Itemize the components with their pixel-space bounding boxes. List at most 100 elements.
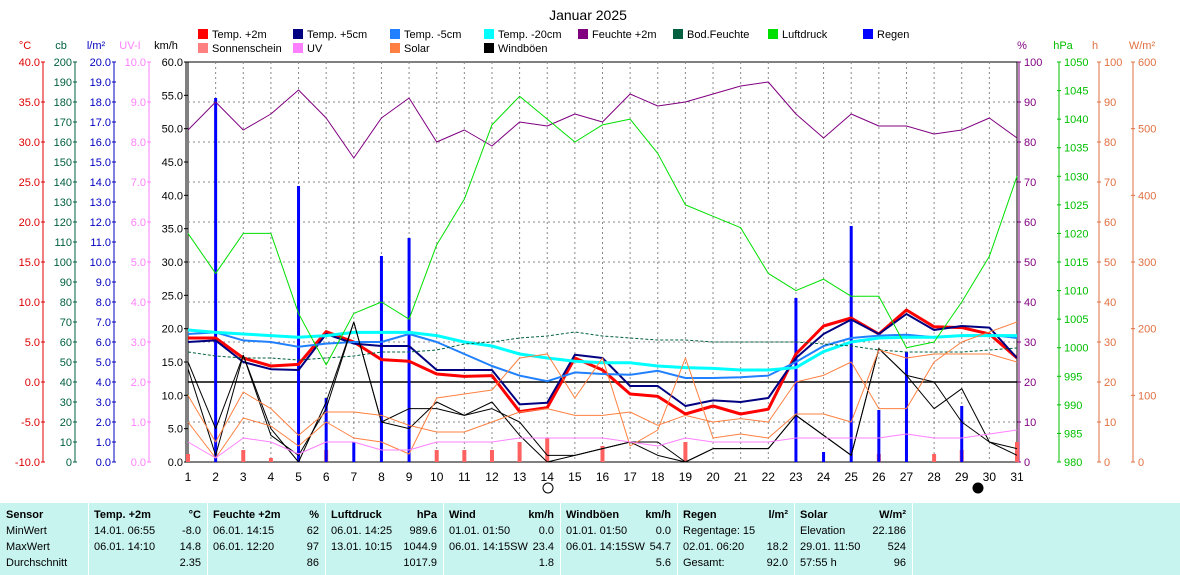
stats-hum-avg: 86 [306, 557, 319, 569]
x-tick-label: 12 [485, 470, 499, 484]
y-tick-label-press: 1035 [1064, 143, 1088, 155]
stats-press-avg: 1017.9 [403, 557, 437, 569]
y-tick-label-rain: 16.0 [90, 137, 111, 149]
y-tick-label-rain: 13.0 [90, 197, 111, 209]
stats-press-min: 989.6 [409, 525, 437, 537]
stats-sunshine-hours: 57:55 h [800, 557, 837, 569]
sunshine-bar [241, 450, 246, 462]
y-tick-label-sun: 50 [1104, 257, 1116, 269]
y-tick-label-wind: 0.0 [168, 457, 183, 469]
stats-header-gust: Windböen [566, 509, 620, 521]
y-tick-label-press: 1045 [1064, 86, 1088, 98]
y-tick-label-uv: 1.0 [131, 417, 146, 429]
x-tick-label: 2 [212, 470, 219, 484]
y-tick-label-hum: 50 [1024, 257, 1036, 269]
legend-swatch [673, 29, 683, 39]
legend-swatch [198, 43, 208, 53]
y-tick-label-press: 1050 [1064, 57, 1088, 69]
stats-press-max-time: 13.01. 10:15 [331, 541, 393, 553]
x-tick-label: 23 [789, 470, 803, 484]
y-tick-label-temp: 10.0 [19, 297, 40, 309]
y-axis-label-temp: °C [19, 40, 31, 52]
stats-col-hum: Feuchte +2m% 06.01. 14:15 62 06.01. 12:20… [208, 503, 326, 575]
stats-press-max: 1044.9 [403, 541, 437, 553]
y-tick-label-cb: 90 [60, 277, 72, 289]
y-tick-label-uv: 2.0 [131, 377, 146, 389]
y-tick-label-uv: 9.0 [131, 97, 146, 109]
x-tick-label: 1 [185, 470, 192, 484]
y-tick-label-rain: 5.0 [96, 357, 111, 369]
y-tick-label-solar: 600 [1138, 57, 1156, 69]
stats-gust-max-time: 06.01. 14:15SW [566, 541, 645, 553]
y-tick-label-hum: 0 [1024, 457, 1030, 469]
y-tick-label-rain: 14.0 [90, 177, 111, 189]
y-tick-label-temp: 0.0 [25, 377, 40, 389]
y-tick-label-cb: 80 [60, 297, 72, 309]
y-tick-label-rain: 8.0 [96, 297, 111, 309]
series-line-temp-5cm [187, 331, 1018, 383]
stats-col-rain: Regen l/m² Regentage: 15 02.01. 06:20 18.2… [678, 503, 795, 575]
y-tick-label-sun: 100 [1104, 57, 1122, 69]
y-tick-label-wind: 5.0 [168, 424, 183, 436]
stats-wind-min: 0.0 [538, 525, 554, 537]
y-axis-label-rain: l/m² [87, 40, 106, 52]
x-tick-label: 16 [596, 470, 610, 484]
stats-gust-max: 54.7 [649, 541, 671, 553]
y-tick-label-rain: 11.0 [90, 237, 111, 249]
y-tick-label-hum: 70 [1024, 177, 1036, 189]
y-tick-label-press: 1040 [1064, 114, 1088, 126]
new-moon-icon [972, 482, 984, 494]
series-line-wind [187, 321, 1018, 463]
y-tick-label-cb: 10 [60, 437, 72, 449]
stats-unit-hum: % [309, 509, 319, 521]
stats-col-gust: Windböen km/h 01.01. 01:50 0.0 06.01. 14:1… [561, 503, 678, 575]
legend-label: Temp. -20cm [498, 29, 562, 41]
stats-header-rain: Regen [683, 509, 717, 521]
sunshine-bar [186, 454, 190, 462]
rain-bar [822, 452, 826, 462]
y-tick-label-temp: 35.0 [19, 97, 40, 109]
x-tick-label: 14 [541, 470, 555, 484]
y-tick-label-press: 985 [1064, 428, 1082, 440]
y-tick-label-wind: 35.0 [162, 224, 183, 236]
legend-label: Windböen [498, 43, 548, 55]
legend-swatch [768, 29, 778, 39]
rain-bar [794, 298, 798, 462]
y-tick-label-uv: 7.0 [131, 177, 146, 189]
stats-wind-min-time: 01.01. 01:50 [449, 525, 511, 537]
y-axis-label-wind: km/h [154, 40, 178, 52]
y-tick-label-uv: 4.0 [131, 297, 146, 309]
y-tick-label-temp: -10.0 [15, 457, 40, 469]
y-tick-label-temp: 5.0 [25, 337, 40, 349]
y-tick-label-press: 1010 [1064, 286, 1088, 298]
y-tick-label-rain: 15.0 [90, 157, 111, 169]
chart-grid [188, 62, 1017, 462]
sunshine-bar [1015, 442, 1019, 462]
y-tick-label-wind: 55.0 [162, 90, 183, 102]
y-axis-label-cb: cb [55, 40, 67, 52]
y-tick-label-sun: 30 [1104, 337, 1116, 349]
stats-temp-max: 14.8 [179, 541, 201, 553]
stats-header-hum: Feuchte +2m [213, 509, 281, 521]
stats-solar-max-time: 29.01. 11:50 [800, 541, 861, 553]
y-tick-label-wind: 40.0 [162, 190, 183, 202]
stats-header-sensor: Sensor [6, 509, 44, 521]
y-tick-label-press: 1030 [1064, 171, 1088, 183]
x-tick-label: 8 [378, 470, 385, 484]
x-tick-label: 28 [927, 470, 941, 484]
legend-label: Temp. +5cm [307, 29, 367, 41]
stats-rain-max: 18.2 [766, 541, 788, 553]
y-tick-label-rain: 6.0 [96, 337, 111, 349]
stats-unit-temp: °C [188, 509, 201, 521]
y-tick-label-press: 980 [1064, 457, 1082, 469]
stats-rain-max-time: 02.01. 06:20 [683, 541, 745, 553]
y-tick-label-press: 1015 [1064, 257, 1088, 269]
y-tick-label-cb: 100 [54, 257, 72, 269]
stats-solar-max: 524 [887, 541, 906, 553]
rain-bar [904, 352, 908, 462]
x-axis: 1 2 3 4 5 6 7 8 9 10 11 12 13 14 15 16 17 18 19 20 21 22 23 24 2… [185, 470, 1024, 484]
stats-temp-min: -8.0 [182, 525, 201, 537]
y-tick-label-cb: 170 [54, 117, 72, 129]
stats-gust-min: 0.0 [655, 525, 671, 537]
y-tick-label-cb: 200 [54, 57, 72, 69]
